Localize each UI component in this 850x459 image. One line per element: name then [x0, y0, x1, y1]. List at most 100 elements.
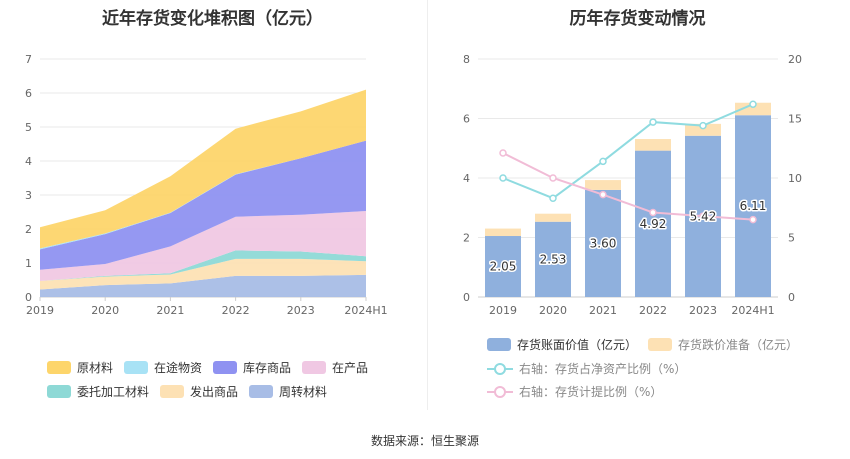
left-ytick-label: 5: [25, 121, 32, 134]
left-ytick-label: 0: [25, 291, 32, 304]
line-point: [549, 194, 557, 202]
legend-item-库存商品[interactable]: 库存商品: [213, 359, 291, 376]
legend-bar2-swatch: [648, 338, 672, 351]
legend-item-委托加工材料[interactable]: 委托加工材料: [47, 383, 149, 400]
legend-line1[interactable]: 右轴：存货占净资产比例（%）: [487, 360, 686, 377]
legend-item-原材料[interactable]: 原材料: [47, 359, 113, 376]
area-在产品: [40, 210, 366, 282]
legend-swatch: [213, 361, 237, 374]
right-y2tick-label: 0: [788, 291, 795, 304]
legend-line1-label: 右轴：存货占净资产比例（%）: [519, 362, 687, 376]
right-xtick-label: 2020: [539, 304, 567, 317]
bar-book-value: [535, 221, 571, 297]
bar-impairment: [735, 102, 771, 116]
right-y2tick-label: 5: [788, 232, 795, 245]
line-point: [549, 174, 557, 182]
line-point: [649, 118, 657, 126]
left-chart-title: 近年存货变化堆积图（亿元）: [102, 9, 323, 29]
line-point: [749, 100, 757, 108]
legend-label: 库存商品: [243, 361, 292, 375]
left-xtick-label: 2020: [91, 304, 119, 317]
legend-line2-label: 右轴：存货计提比例（%）: [519, 385, 663, 399]
legend-label: 在产品: [332, 361, 369, 375]
legend-label: 在途物资: [154, 361, 203, 375]
left-ytick-label: 3: [25, 189, 32, 202]
right-y2tick-label: 15: [788, 113, 802, 126]
bar-value-label: 6.11: [740, 199, 767, 213]
bar-impairment: [585, 180, 621, 190]
bar-value-label: 4.92: [640, 217, 667, 231]
bar-value-label: 5.42: [690, 209, 717, 223]
chart-divider: [427, 0, 428, 410]
left-xtick-label: 2024H1: [344, 304, 387, 317]
bar-value-label: 2.05: [490, 260, 517, 274]
legend-swatch: [47, 385, 71, 398]
legend-label: 发出商品: [190, 385, 239, 399]
line-point: [499, 174, 507, 182]
bar-book-value: [485, 236, 521, 297]
bar-value-label: 3.60: [590, 236, 617, 250]
data-source: 数据来源：恒生聚源: [370, 434, 479, 448]
area-发出商品: [40, 258, 366, 290]
left-ytick-label: 7: [25, 53, 32, 66]
area-周转材料: [40, 274, 366, 297]
legend-item-在途物资[interactable]: 在途物资: [124, 359, 202, 376]
line-point: [599, 190, 607, 199]
legend-swatch: [249, 385, 273, 398]
bar-impairment: [485, 228, 521, 237]
right-y2tick-label: 20: [788, 53, 802, 66]
right-xtick-label: 2021: [589, 304, 617, 317]
legend-line1-icon: [487, 362, 513, 375]
bar-book-value: [585, 189, 621, 297]
right-xtick-label: 2023: [689, 304, 717, 317]
legend-line2-icon: [487, 385, 513, 398]
left-ytick-label: 1: [25, 257, 32, 270]
line-point: [699, 121, 707, 130]
bar-book-value: [635, 150, 671, 297]
legend-label: 周转材料: [279, 385, 328, 399]
legend-swatch: [124, 361, 148, 374]
legend-label: 原材料: [77, 361, 114, 375]
legend-bar1-label: 存货账面价值（亿元）: [517, 338, 638, 352]
left-ytick-label: 6: [25, 87, 32, 100]
legend-swatch: [160, 385, 184, 398]
line-inventory-to-net-assets: [502, 103, 754, 200]
legend-bar2[interactable]: 存货跌价准备（亿元）: [648, 336, 798, 353]
line-point: [649, 208, 657, 217]
right-xtick-label: 2024H1: [731, 304, 774, 317]
line-point: [699, 212, 707, 220]
bar-value-label: 2.53: [540, 252, 567, 266]
left-xtick-label: 2022: [222, 304, 250, 317]
left-ytick-label: 2: [25, 223, 32, 236]
line-point: [749, 215, 757, 224]
right-ytick-label: 2: [463, 232, 470, 245]
right-chart-title: 历年存货变动情况: [569, 9, 706, 29]
legend-bar1[interactable]: 存货账面价值（亿元）: [487, 336, 637, 353]
line-point: [599, 157, 607, 166]
legend-bar1-swatch: [487, 338, 511, 351]
right-ytick-label: 8: [463, 53, 470, 66]
bar-impairment: [535, 213, 571, 222]
bar-book-value: [735, 115, 771, 297]
area-库存商品: [40, 140, 366, 270]
left-xtick-label: 2021: [156, 304, 184, 317]
legend-item-在产品[interactable]: 在产品: [302, 359, 368, 376]
legend-item-发出商品[interactable]: 发出商品: [160, 383, 238, 400]
bar-impairment: [635, 139, 671, 151]
left-xtick-label: 2019: [26, 304, 54, 317]
area-原材料: [40, 89, 366, 249]
bar-impairment: [685, 123, 721, 136]
right-ytick-label: 0: [463, 291, 470, 304]
right-xtick-label: 2019: [489, 304, 517, 317]
area-委托加工材料: [40, 250, 366, 282]
legend-item-周转材料[interactable]: 周转材料: [249, 383, 327, 400]
left-ytick-label: 4: [25, 155, 32, 168]
line-point: [499, 149, 507, 157]
legend-label: 委托加工材料: [77, 385, 150, 399]
legend-line2[interactable]: 右轴：存货计提比例（%）: [487, 383, 662, 400]
legend-swatch: [47, 361, 71, 374]
legend-swatch: [302, 361, 326, 374]
left-xtick-label: 2023: [287, 304, 315, 317]
right-ytick-label: 4: [463, 172, 470, 185]
